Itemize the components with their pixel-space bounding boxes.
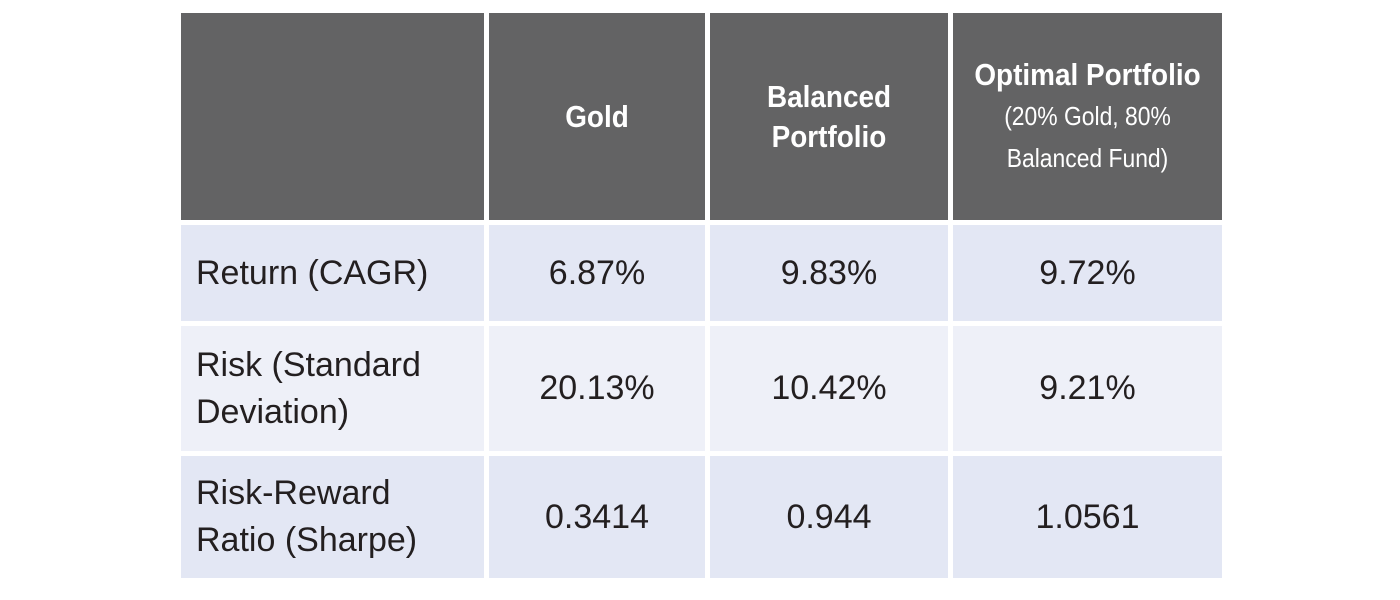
- table-row: Risk (Standard Deviation) 20.13% 10.42% …: [181, 326, 1222, 451]
- table-header-row: Gold Balanced Portfolio Optimal Portfoli…: [181, 13, 1222, 220]
- header-balanced-portfolio: Balanced Portfolio: [710, 13, 948, 220]
- header-optimal-portfolio-label: Optimal Portfolio: [974, 56, 1201, 92]
- header-gold: Gold: [489, 13, 705, 220]
- table-row: Return (CAGR) 6.87% 9.83% 9.72%: [181, 225, 1222, 321]
- table-row: Risk-Reward Ratio (Sharpe) 0.3414 0.944 …: [181, 456, 1222, 578]
- header-gold-label: Gold: [565, 98, 629, 134]
- header-empty-cell: [181, 13, 484, 220]
- comparison-table-container: Gold Balanced Portfolio Optimal Portfoli…: [181, 13, 1222, 581]
- cell-gold-sharpe: 0.3414: [489, 456, 705, 578]
- row-label-return: Return (CAGR): [181, 225, 484, 321]
- cell-balanced-risk: 10.42%: [710, 326, 948, 451]
- cell-optimal-sharpe: 1.0561: [953, 456, 1222, 578]
- cell-optimal-return: 9.72%: [953, 225, 1222, 321]
- header-balanced-portfolio-label: Balanced Portfolio: [766, 78, 892, 154]
- row-label-risk: Risk (Standard Deviation): [181, 326, 484, 451]
- cell-gold-return: 6.87%: [489, 225, 705, 321]
- row-label-sharpe: Risk-Reward Ratio (Sharpe): [181, 456, 484, 578]
- header-optimal-portfolio-subtitle: (20% Gold, 80% Balanced Fund): [1004, 100, 1171, 173]
- header-optimal-portfolio: Optimal Portfolio (20% Gold, 80% Balance…: [953, 13, 1222, 220]
- cell-gold-risk: 20.13%: [489, 326, 705, 451]
- cell-optimal-risk: 9.21%: [953, 326, 1222, 451]
- cell-balanced-sharpe: 0.944: [710, 456, 948, 578]
- cell-balanced-return: 9.83%: [710, 225, 948, 321]
- portfolio-comparison-table: Gold Balanced Portfolio Optimal Portfoli…: [176, 8, 1227, 583]
